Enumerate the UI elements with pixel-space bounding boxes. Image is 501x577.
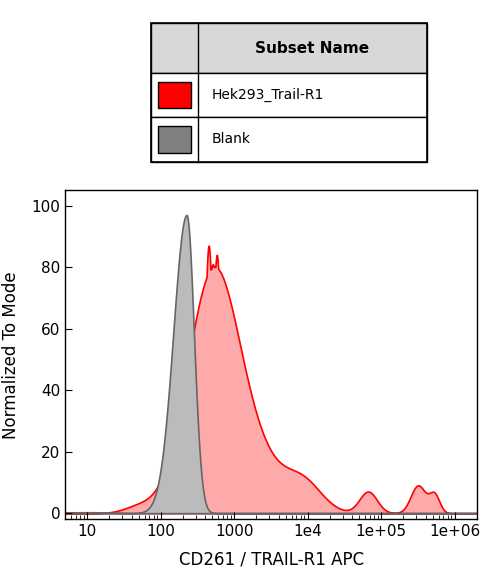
Text: Blank: Blank <box>211 132 250 147</box>
Y-axis label: Normalized To Mode: Normalized To Mode <box>3 271 21 439</box>
Text: Hek293_Trail-R1: Hek293_Trail-R1 <box>211 88 323 102</box>
Bar <box>150 73 426 117</box>
Bar <box>157 82 190 108</box>
Bar <box>157 126 190 153</box>
Text: Subset Name: Subset Name <box>255 40 368 55</box>
Bar <box>150 117 426 162</box>
Bar <box>150 23 426 73</box>
X-axis label: CD261 / TRAIL-R1 APC: CD261 / TRAIL-R1 APC <box>178 550 363 568</box>
